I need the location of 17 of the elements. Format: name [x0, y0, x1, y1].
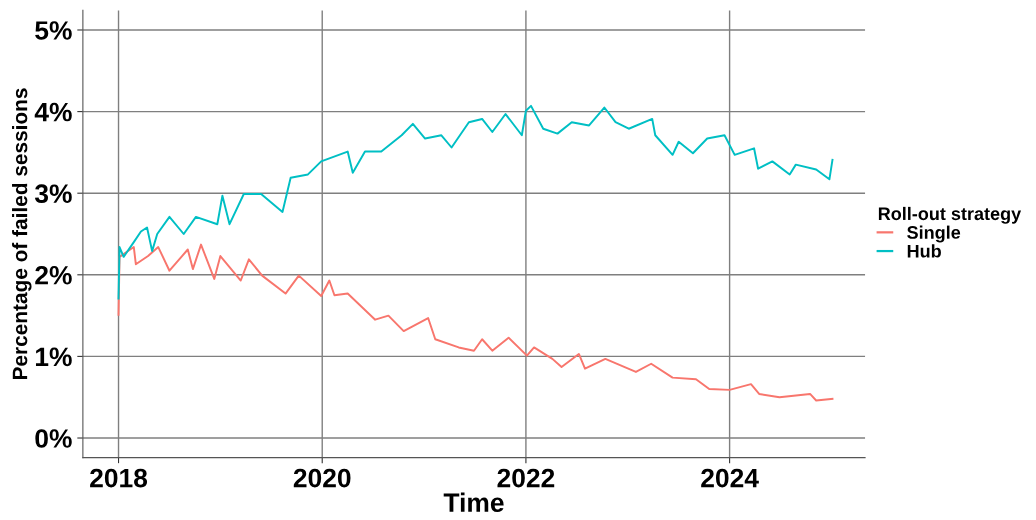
y-axis-title: Percentage of failed sessions [12, 88, 32, 380]
legend-label: Hub [907, 244, 941, 258]
x-tick-label: 2018 [90, 468, 148, 488]
y-tick-label: 5% [35, 21, 72, 40]
y-tick-label: 1% [35, 347, 72, 367]
line-series [117, 104, 834, 300]
x-axis-title: Time [443, 492, 504, 512]
y-tick-label: 0% [35, 429, 72, 448]
legend-title: Roll-out strategy [878, 206, 1022, 224]
x-tick-label: 2024 [701, 468, 759, 488]
x-tick-label: 2020 [293, 468, 351, 488]
x-tick-label: 2022 [497, 468, 555, 488]
y-tick-label: 2% [35, 265, 72, 285]
y-tick-label: 4% [34, 102, 72, 122]
legend-label: Single [907, 225, 961, 243]
y-tick-label: 3% [34, 184, 72, 204]
line-series [117, 243, 834, 402]
